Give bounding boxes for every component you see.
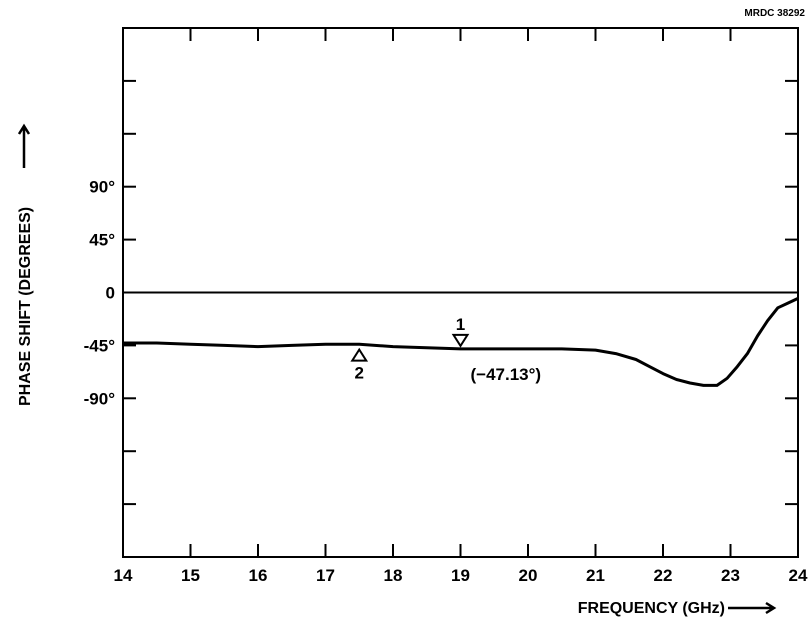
markers: 1 (−47.13°) 2 [350,315,542,384]
marker-1-value: (−47.13°) [471,365,542,384]
y-axis-tick-labels: 90° 45° 0 -45° -90° [84,178,116,409]
y-axis-arrow-icon [17,123,31,168]
y-tick-label: -90° [84,389,116,408]
x-tick-label: 24 [789,566,808,585]
marker-1-label: 1 [456,315,465,334]
x-axis-title: FREQUENCY (GHz) [578,600,725,617]
x-tick-label: 15 [181,566,200,585]
y-tick-label: 0 [106,284,115,303]
y-tick-label: 45° [89,231,115,250]
x-axis-ticks [122,28,799,557]
x-tick-label: 14 [114,566,133,585]
phase-shift-series-line [123,297,799,387]
marker-2-label: 2 [355,364,364,383]
x-tick-label: 21 [586,566,605,585]
y-tick-label: -45° [84,336,116,355]
x-tick-label: 19 [451,566,470,585]
y-tick-label: 90° [89,178,115,197]
marker-2-triangle-icon [350,347,369,362]
x-axis-arrow-icon [728,601,777,615]
x-tick-label: 22 [654,566,673,585]
x-tick-label: 16 [249,566,268,585]
x-tick-label: 20 [519,566,538,585]
x-axis-tick-labels: 14 15 16 17 18 19 20 21 22 23 24 [114,566,808,585]
x-tick-label: 17 [316,566,335,585]
x-tick-label: 23 [721,566,740,585]
figure-id: MRDC 38292 [744,8,805,19]
y-axis-title: PHASE SHIFT (DEGREES) [17,207,34,406]
marker-1-triangle-icon [451,333,470,348]
x-tick-label: 18 [384,566,403,585]
